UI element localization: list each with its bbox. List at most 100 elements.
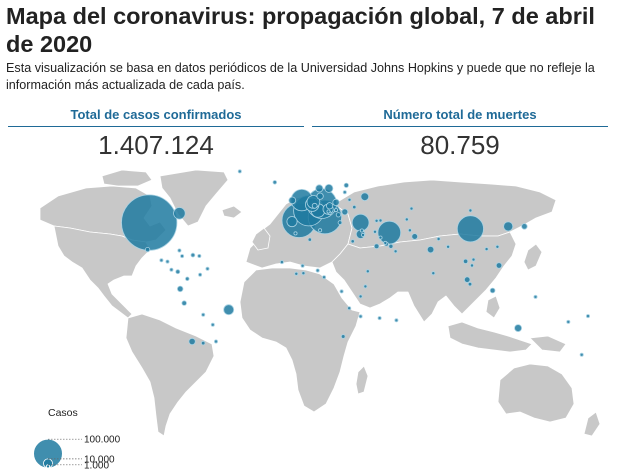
case-bubble [456,215,484,243]
case-bubble [469,263,474,268]
case-bubble [318,228,323,233]
case-bubble [181,300,187,306]
case-bubble [316,192,324,200]
case-bubble [279,260,284,265]
case-bubble [293,231,298,236]
case-bubble [464,276,471,283]
case-bubble [377,220,402,245]
total-deaths-label: Número total de muertes [312,107,608,127]
case-bubble [503,221,514,232]
land-arctic-islands [101,169,153,187]
case-bubble [201,312,206,317]
legend-label: 10.000 [84,454,115,465]
case-bubble [426,245,435,254]
case-bubbles [121,169,591,357]
total-deaths-value: 80.759 [420,130,500,160]
case-bubble [566,319,571,324]
case-bubble [586,314,591,319]
page-title: Mapa del coronavirus: propagación global… [6,3,595,57]
total-cases-label: Total de casos confirmados [8,107,304,127]
case-bubble [315,268,320,273]
case-bubble [363,284,368,289]
legend-title: Casos [48,407,78,419]
case-bubble [326,209,331,214]
case-bubble [373,243,380,250]
case-bubble [521,223,528,230]
case-bubble [180,254,185,259]
case-bubble [337,220,343,225]
case-bubble [340,334,346,339]
total-deaths-panel: Número total de muertes 80.759 [312,107,608,161]
case-bubble [339,289,344,294]
case-bubble [347,197,352,202]
case-bubble [342,190,347,195]
case-bubble [579,352,584,357]
case-bubble [169,267,174,272]
case-bubble [495,244,500,249]
case-bubble [378,218,383,223]
case-bubble [205,266,210,271]
case-bubble [471,257,476,262]
case-bubble [343,182,349,188]
case-bubble [388,243,394,249]
legend-circle [46,464,51,469]
land-new-zealand [583,411,601,437]
case-bubble [307,237,312,242]
case-bubble [333,208,338,213]
case-bubble [350,239,355,244]
legend-label: 100.000 [84,435,121,446]
case-bubble [165,259,170,264]
land-africa [239,267,361,413]
case-bubble [322,275,327,280]
case-bubble [360,232,365,237]
case-bubble [272,180,277,185]
case-bubble [407,228,412,233]
case-bubble [185,276,190,281]
case-bubble [446,244,451,249]
case-bubble [467,281,473,287]
case-bubble [347,306,352,311]
case-bubble [489,287,496,294]
land-madagascar [355,365,369,395]
case-bubble [177,248,182,253]
case-bubble [301,271,306,276]
case-bubble [341,208,349,216]
case-bubble [159,258,164,263]
case-bubble [315,184,324,193]
case-bubble [359,228,364,233]
land-iceland [221,205,243,219]
land-philippines [485,295,501,319]
case-bubble [351,213,370,232]
land-south-america [125,313,215,437]
case-bubble [198,272,203,277]
case-bubble [462,258,469,264]
case-bubble [360,192,370,202]
land-australia [497,363,575,423]
case-bubble [197,253,202,258]
case-bubble [352,205,357,210]
case-bubble [300,263,305,268]
case-bubble [365,269,370,274]
case-bubble [286,216,298,228]
case-bubble [190,252,196,258]
case-bubble [404,217,409,222]
case-bubble [175,269,181,275]
total-cases-value: 1.407.124 [98,130,214,160]
page-subtitle: Esta visualización se basa en datos peri… [6,61,595,92]
case-bubble [383,240,388,245]
case-bubble [324,183,334,193]
case-bubble [188,337,196,346]
case-bubble [332,198,340,206]
land-british-isles [251,227,271,251]
case-bubble [372,229,377,234]
case-bubble [409,206,414,211]
case-bubble [468,208,473,213]
case-bubble [358,314,363,319]
case-bubble [335,212,341,218]
case-bubble [358,294,363,299]
case-bubble [237,169,242,174]
case-bubble [173,207,186,220]
case-bubble [431,271,436,276]
